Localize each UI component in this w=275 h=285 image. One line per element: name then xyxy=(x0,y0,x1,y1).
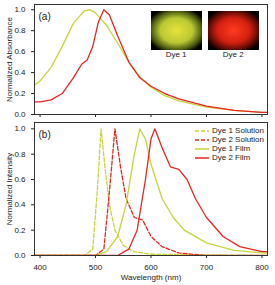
html-text:Dye 2 Film: Dye 2 Film xyxy=(212,153,251,162)
svg-text:0.8: 0.8 xyxy=(14,150,26,159)
svg-text:0.0: 0.0 xyxy=(14,251,26,260)
html-text:Dye 1: Dye 1 xyxy=(165,50,187,60)
svg-text:(b): (b) xyxy=(39,129,51,140)
svg-text:0.8: 0.8 xyxy=(14,26,26,35)
html-text:Dye 1 Film: Dye 1 Film xyxy=(212,144,251,153)
svg-text:700: 700 xyxy=(200,263,214,272)
svg-text:Normalized Intensity: Normalized Intensity xyxy=(5,153,14,225)
svg-text:0.4: 0.4 xyxy=(14,200,26,209)
svg-text:600: 600 xyxy=(144,263,158,272)
svg-text:400: 400 xyxy=(33,263,47,272)
svg-text:0.4: 0.4 xyxy=(14,68,26,77)
svg-text:0.2: 0.2 xyxy=(14,226,26,235)
svg-text:Normalized Absorbance: Normalized Absorbance xyxy=(5,16,14,101)
svg-text:0.0: 0.0 xyxy=(14,110,26,118)
html-text:Dye 1 Solution: Dye 1 Solution xyxy=(212,126,264,135)
svg-text:500: 500 xyxy=(89,263,103,272)
svg-text:0.6: 0.6 xyxy=(14,175,26,184)
svg-text:(a): (a) xyxy=(39,11,51,22)
svg-text:0.2: 0.2 xyxy=(14,89,26,98)
html-text:Dye 2 Solution: Dye 2 Solution xyxy=(212,135,264,144)
svg-text:1.0: 1.0 xyxy=(14,124,26,133)
svg-text:800: 800 xyxy=(255,263,269,272)
svg-text:Wavelength (nm): Wavelength (nm) xyxy=(121,273,182,282)
svg-text:1.0: 1.0 xyxy=(14,5,26,14)
html-text:Dye 2: Dye 2 xyxy=(222,50,244,60)
svg-text:0.6: 0.6 xyxy=(14,47,26,56)
